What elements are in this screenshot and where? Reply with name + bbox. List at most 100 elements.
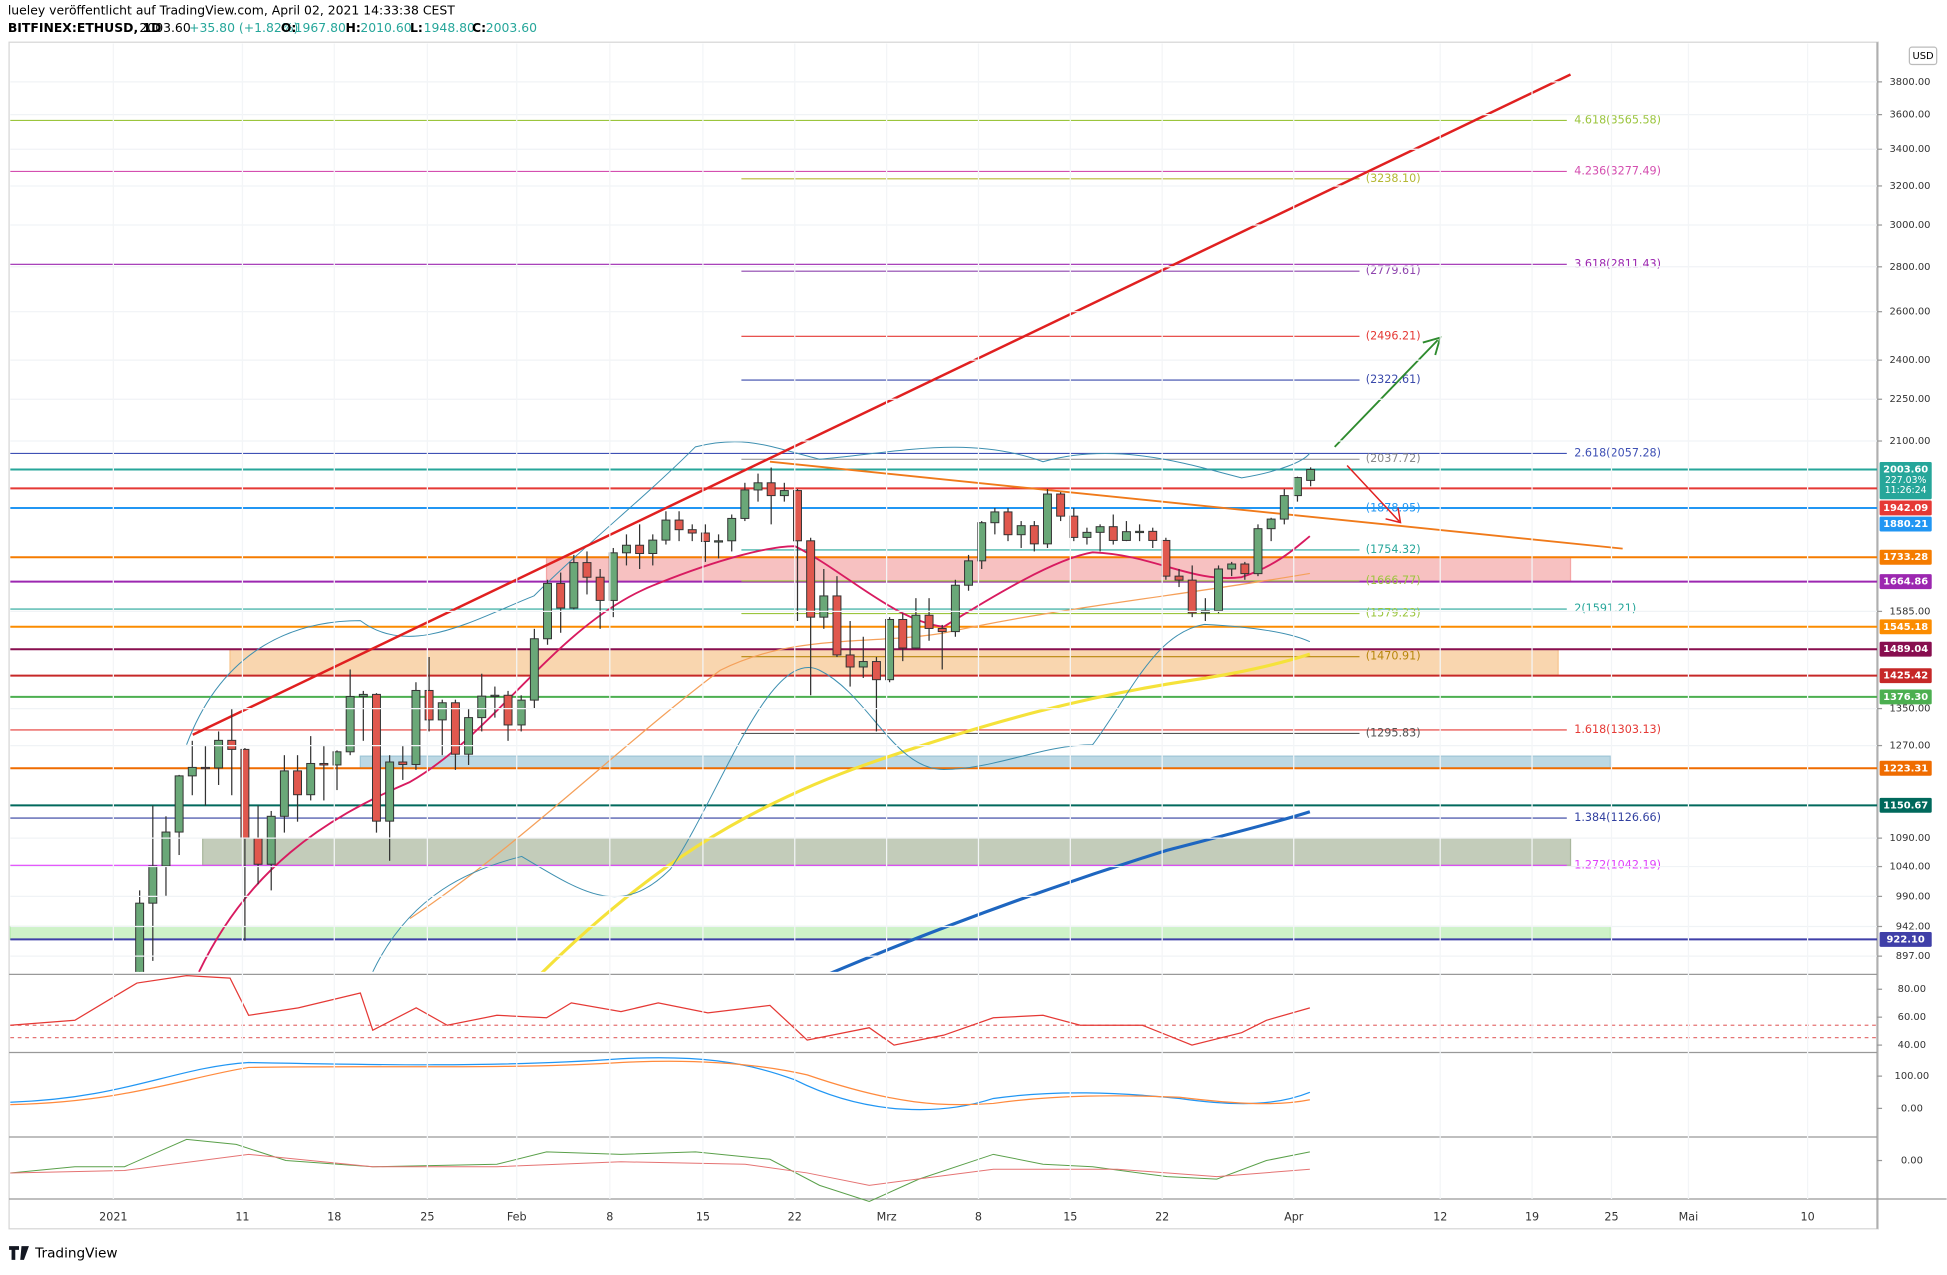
x-tick-label: 18 bbox=[327, 1211, 341, 1224]
x-tick-label: 12 bbox=[1433, 1211, 1447, 1224]
rsi-pane bbox=[10, 974, 1878, 1046]
candle-body bbox=[1279, 495, 1289, 520]
candle-body bbox=[1227, 563, 1237, 570]
macd-ticks-label: 100.00 bbox=[1895, 1071, 1930, 1082]
currency-box bbox=[1908, 46, 1938, 66]
candle-body bbox=[1174, 575, 1184, 581]
price-tag-label: 2003.60 bbox=[1883, 464, 1928, 475]
y-tick-label: 1350.00 bbox=[1890, 704, 1931, 715]
y-tick-label: 2600.00 bbox=[1890, 307, 1931, 318]
y-tick-label: 2100.00 bbox=[1890, 436, 1931, 447]
y-tick-label: 3400.00 bbox=[1890, 144, 1931, 155]
candle-body bbox=[964, 560, 974, 586]
candle-body bbox=[148, 865, 158, 904]
candle-body bbox=[1292, 477, 1302, 497]
candle-body bbox=[556, 582, 566, 609]
footer bbox=[0, 1232, 1947, 1271]
rsi-ticks-label: 40.00 bbox=[1898, 1040, 1926, 1051]
candle-body bbox=[1306, 468, 1316, 481]
candle-body bbox=[582, 562, 592, 578]
oscillator-line bbox=[10, 1138, 1310, 1203]
candle-body bbox=[871, 661, 881, 681]
open-label: O: bbox=[281, 20, 297, 35]
candle-body bbox=[700, 532, 710, 542]
close-label: C: bbox=[472, 20, 486, 35]
candle-body bbox=[1095, 526, 1105, 533]
low-value: 1948.80 bbox=[424, 20, 475, 35]
candle-body bbox=[661, 519, 671, 541]
high-label: H: bbox=[345, 20, 360, 35]
close-value: 2003.60 bbox=[486, 20, 537, 35]
x-tick-label: Apr bbox=[1284, 1211, 1304, 1224]
price-tag bbox=[1879, 931, 1932, 947]
arrow bbox=[1346, 464, 1400, 522]
candle-body bbox=[806, 540, 816, 618]
candle-body bbox=[1253, 528, 1263, 575]
candle-body bbox=[214, 739, 224, 769]
candle-body bbox=[766, 482, 776, 497]
candle-body bbox=[569, 562, 579, 609]
fib-label: (1295.83) bbox=[1366, 726, 1421, 739]
price-tag bbox=[1879, 797, 1932, 813]
y-tick-label: 1585.00 bbox=[1890, 606, 1931, 617]
candle-body bbox=[1043, 493, 1052, 545]
price-tag bbox=[1879, 500, 1932, 516]
candle-body bbox=[385, 761, 395, 822]
x-tick-label: 8 bbox=[606, 1211, 613, 1224]
moving-average bbox=[540, 652, 1311, 972]
candle-body bbox=[950, 584, 960, 633]
candle-body bbox=[1240, 563, 1250, 575]
candle-body bbox=[319, 762, 329, 766]
moving-average bbox=[829, 810, 1311, 972]
fib-label: 1.272(1042.19) bbox=[1574, 858, 1661, 871]
candle-body bbox=[490, 694, 500, 698]
candle-body bbox=[1214, 568, 1223, 612]
bollinger-lower bbox=[372, 623, 1311, 972]
candle-body bbox=[1121, 531, 1131, 541]
candle-body bbox=[135, 902, 145, 972]
candle-body bbox=[345, 696, 355, 753]
price-tag bbox=[1879, 549, 1932, 565]
candle-body bbox=[227, 739, 237, 750]
last-price: 2003.60 bbox=[139, 20, 190, 35]
price-tag bbox=[1879, 516, 1932, 532]
fib-label: (2322.61) bbox=[1366, 373, 1421, 386]
macd-pane bbox=[10, 1057, 1311, 1111]
x-tick-label: 10 bbox=[1800, 1211, 1814, 1224]
price-tag bbox=[1879, 462, 1932, 500]
candle-body bbox=[885, 618, 895, 681]
macd-ticks-label: 0.00 bbox=[1901, 1103, 1923, 1114]
candle-body bbox=[990, 511, 1000, 524]
candle-body bbox=[648, 539, 658, 555]
candle-body bbox=[174, 775, 184, 833]
y-tick-label: 1040.00 bbox=[1890, 862, 1931, 873]
candle-body bbox=[1029, 525, 1039, 545]
price-tag bbox=[1879, 641, 1932, 657]
candle-body bbox=[529, 638, 539, 701]
price-tag-label: 1942.09 bbox=[1883, 503, 1928, 514]
candle-body bbox=[161, 831, 171, 867]
price-tag-label: 1664.86 bbox=[1883, 577, 1928, 588]
fib-label: (1470.91) bbox=[1366, 650, 1421, 663]
price-tag bbox=[1879, 760, 1932, 776]
candle-body bbox=[845, 654, 855, 668]
candle-body bbox=[858, 661, 868, 668]
price-tag-label: 1489.04 bbox=[1883, 644, 1928, 655]
header-title: lueley veröffentlicht auf TradingView.co… bbox=[8, 3, 455, 18]
candle-body bbox=[832, 595, 842, 656]
fib-label: (1579.23) bbox=[1366, 607, 1421, 620]
fib-levels: 4.618(3565.58) 4.236(3277.49) (3238.10) 3.6… bbox=[10, 113, 1661, 871]
fib-label: (1666.77) bbox=[1366, 574, 1421, 587]
candle-body bbox=[332, 751, 342, 766]
price-tag-label: 1376.30 bbox=[1883, 692, 1928, 703]
trend-line bbox=[192, 73, 1572, 736]
price-tag-label: 1545.18 bbox=[1883, 622, 1928, 633]
candle-body bbox=[898, 618, 908, 649]
osc-ticks-label: 0.00 bbox=[1901, 1156, 1923, 1167]
price-tag bbox=[1879, 574, 1932, 590]
plot-frame bbox=[8, 41, 1879, 1230]
y-tick-label: 990.00 bbox=[1896, 891, 1931, 902]
candle-body bbox=[293, 770, 303, 796]
candle-body bbox=[1135, 530, 1145, 534]
x-tick-label: Mrz bbox=[877, 1211, 897, 1224]
